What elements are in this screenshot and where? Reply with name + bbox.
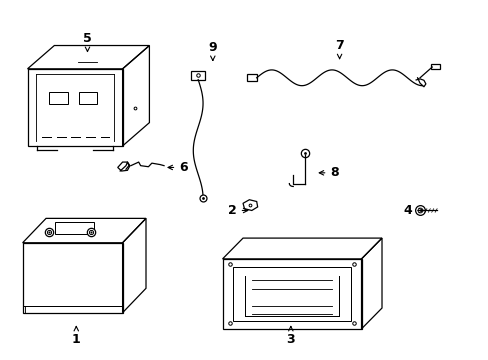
Text: 8: 8 bbox=[319, 166, 338, 179]
Text: 5: 5 bbox=[83, 32, 92, 51]
Text: 7: 7 bbox=[334, 39, 343, 59]
Text: 1: 1 bbox=[72, 327, 81, 346]
Text: 6: 6 bbox=[168, 161, 187, 174]
Text: 4: 4 bbox=[403, 204, 423, 217]
Text: 2: 2 bbox=[227, 204, 247, 217]
Text: 9: 9 bbox=[208, 41, 217, 60]
Text: 3: 3 bbox=[286, 327, 295, 346]
